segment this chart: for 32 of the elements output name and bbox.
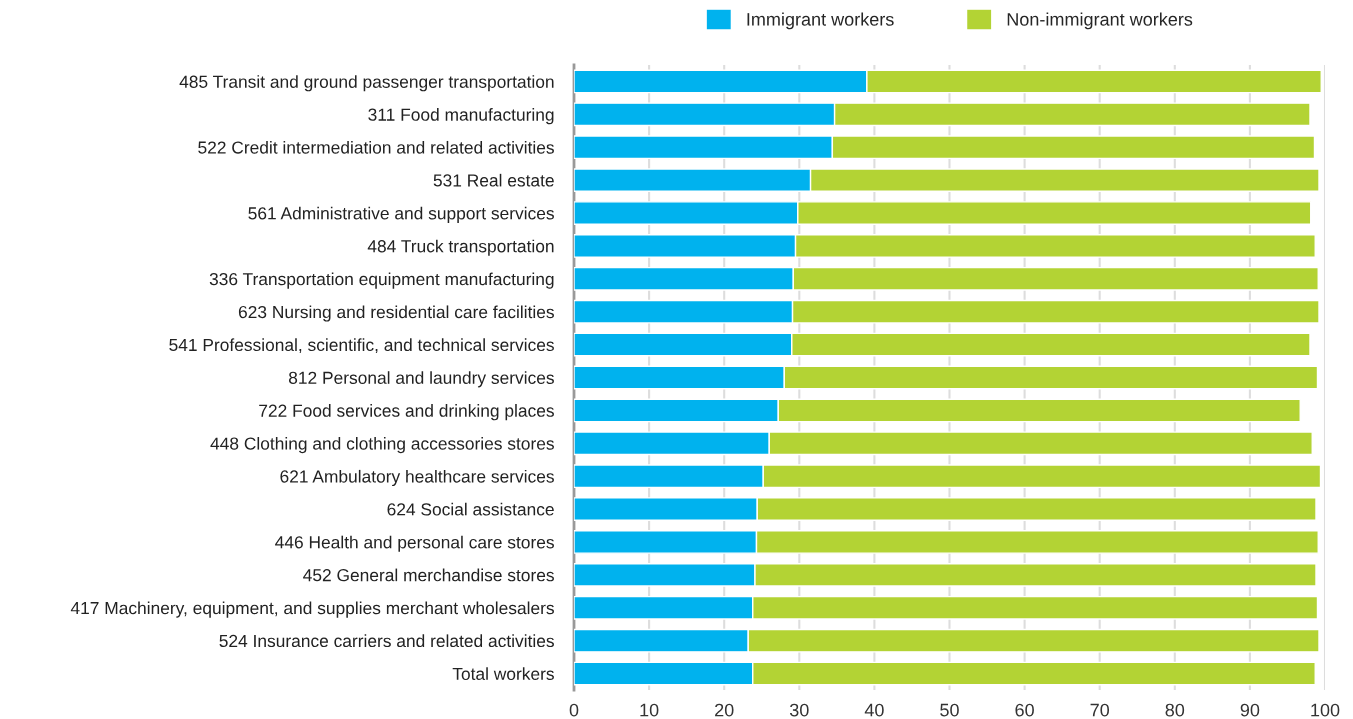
y-tick-label: 484 Truck transportation xyxy=(367,239,554,256)
x-tick-label: 50 xyxy=(940,703,959,717)
y-tick-label: 722 Food services and drinking places xyxy=(259,404,554,421)
x-tick-label: 100 xyxy=(1311,703,1340,717)
x-tick-label: 60 xyxy=(1015,703,1034,717)
y-tick-label: 485 Transit and ground passenger transportation xyxy=(179,75,554,92)
y-tick-label: 336 Transportation equipment manufacturing xyxy=(209,272,554,289)
x-tick-label: 20 xyxy=(715,703,734,717)
y-tick-label: 531 Real estate xyxy=(433,173,554,187)
y-tick-label: 452 General merchandise stores xyxy=(303,568,554,582)
y-tick-label: 446 Health and personal care stores xyxy=(275,535,554,552)
y-tick-label: 541 Professional, scientific, and technical services xyxy=(169,338,554,354)
y-tick-label: Total workers xyxy=(452,667,554,681)
y-tick-label: 623 Nursing and residential care facilities xyxy=(238,305,554,322)
legend-label: Non-immigrant workers xyxy=(1007,12,1193,30)
y-tick-label: 624 Social assistance xyxy=(387,502,554,516)
y-tick-label: 522 Credit intermediation and related activities xyxy=(198,140,554,154)
y-tick-label: 621 Ambulatory healthcare services xyxy=(280,469,554,487)
y-tick-label: 448 Clothing and clothing accessories stores xyxy=(210,437,554,454)
legend-label: Immigrant workers xyxy=(747,12,894,30)
x-tick-label: 40 xyxy=(864,703,884,717)
x-tick-label: 10 xyxy=(640,703,659,717)
x-tick-label: 70 xyxy=(1090,703,1110,717)
y-tick-label: 812 Personal and laundry services xyxy=(288,371,554,388)
x-tick-label: 30 xyxy=(789,703,809,717)
y-tick-label: 417 Machinery, equipment, and supplies merchant wholesalers xyxy=(70,601,554,618)
y-tick-label: 311 Food manufacturing xyxy=(368,108,554,125)
y-tick-label: 524 Insurance carriers and related activities xyxy=(219,634,554,648)
x-tick-label: 80 xyxy=(1165,703,1185,717)
x-tick-label: 0 xyxy=(569,703,579,717)
x-tick-label: 90 xyxy=(1240,703,1260,717)
y-tick-label: 561 Administrative and support services xyxy=(248,206,554,223)
